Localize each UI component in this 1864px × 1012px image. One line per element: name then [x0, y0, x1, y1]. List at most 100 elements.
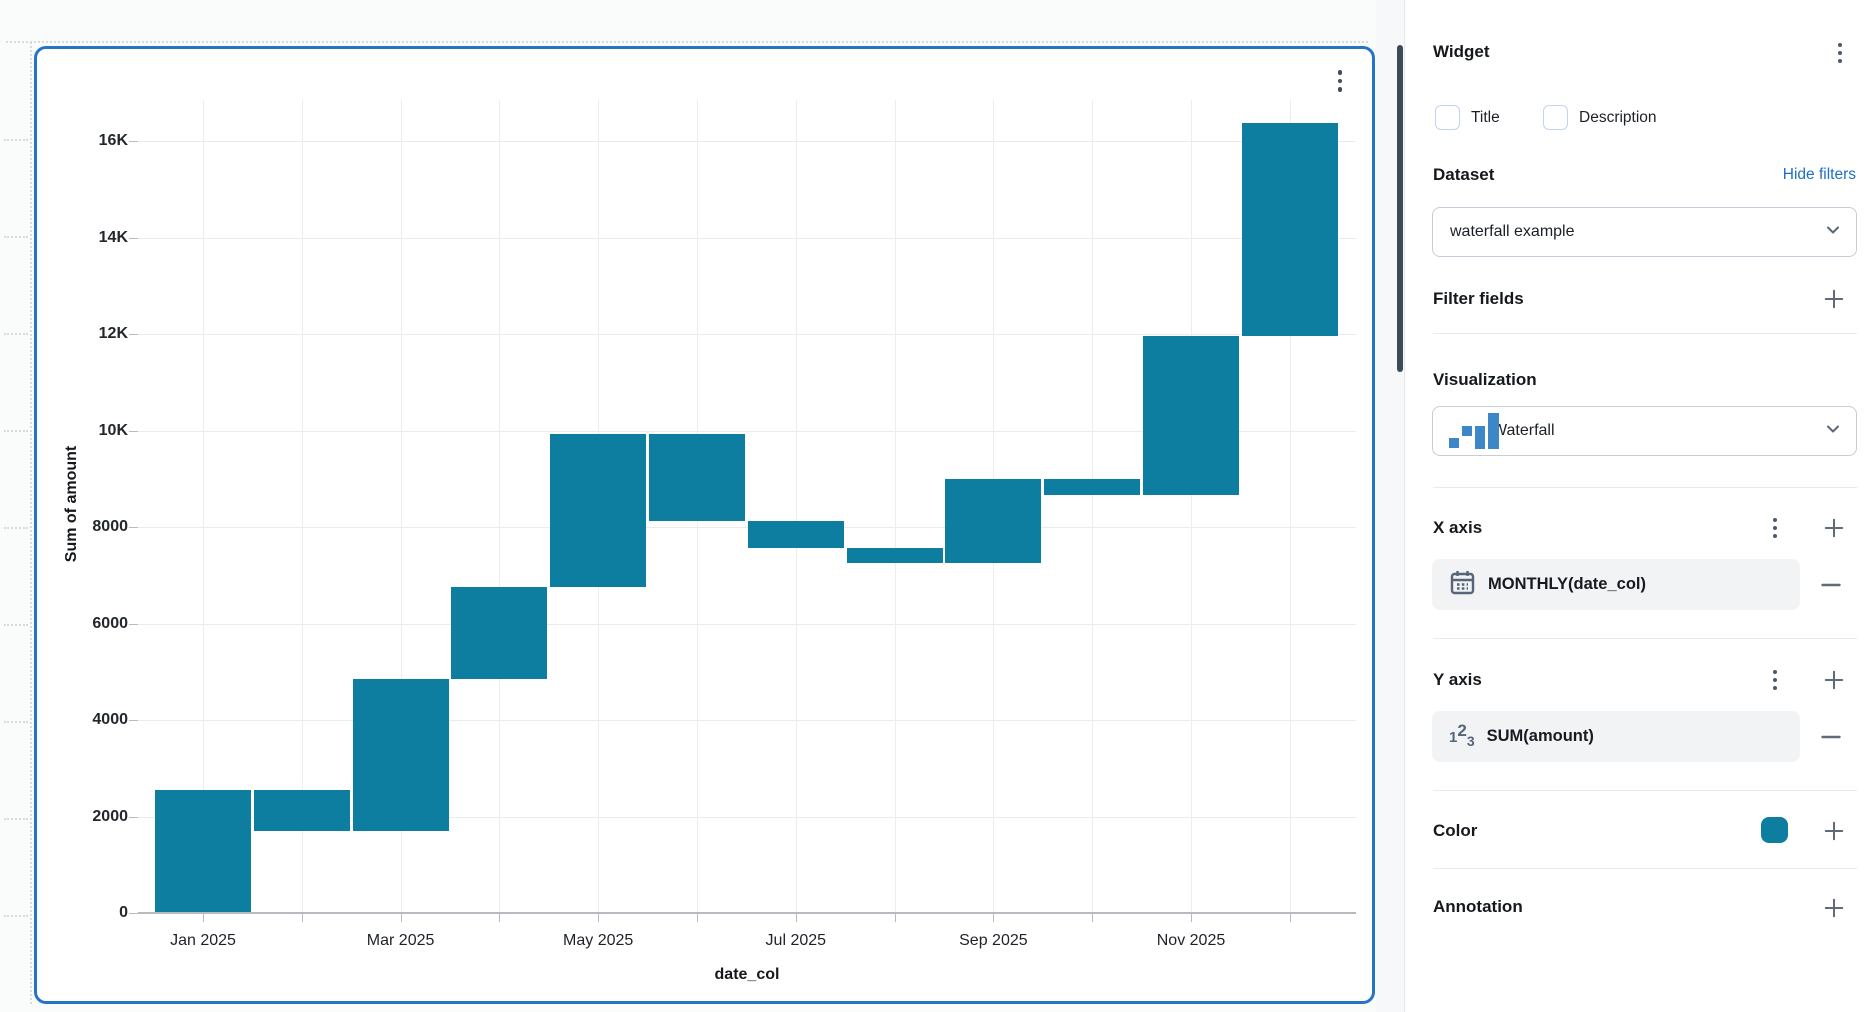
visualization-select[interactable]: Waterfall	[1432, 406, 1857, 456]
y-tick-label: 16K	[98, 132, 128, 150]
y-tick-label: 2000	[92, 807, 128, 825]
waterfall-bar[interactable]	[846, 548, 943, 564]
widget-config-panel: Widget Title Description Dataset Hide fi…	[1406, 0, 1864, 1012]
x-axis-field-name: MONTHLY(date_col)	[1488, 575, 1646, 593]
waterfall-bar[interactable]	[550, 434, 647, 588]
color-swatch[interactable]	[1761, 817, 1788, 843]
y-tick-mark	[129, 334, 138, 336]
x-axis-line	[138, 912, 1356, 914]
y-tick-label: 14K	[98, 228, 128, 246]
canvas-grid-dots	[4, 236, 28, 238]
x-tick-mark	[697, 913, 698, 922]
add-x-axis-field-button[interactable]	[1823, 517, 1845, 539]
waterfall-bar[interactable]	[747, 520, 844, 549]
waterfall-bar[interactable]	[155, 790, 251, 913]
canvas-grid-dots	[4, 721, 28, 723]
waterfall-bar[interactable]	[1044, 479, 1141, 496]
y-tick-mark	[129, 913, 138, 914]
calendar-icon	[1449, 569, 1476, 601]
x-tick-mark	[400, 913, 402, 922]
y-axis-section-label: Y axis	[1433, 670, 1482, 689]
x-axis-field-chip[interactable]: MONTHLY(date_col)	[1432, 559, 1800, 610]
panel-title: Widget	[1433, 42, 1490, 61]
panel-scrollbar[interactable]	[1397, 45, 1403, 372]
add-annotation-button[interactable]	[1823, 897, 1845, 919]
waterfall-bar[interactable]	[253, 790, 350, 831]
dataset-section-label: Dataset	[1433, 165, 1495, 184]
chart-menu-kebab-icon[interactable]	[1329, 64, 1351, 98]
x-tick-mark	[993, 913, 995, 922]
x-tick-mark	[1092, 913, 1094, 922]
title-checkbox[interactable]	[1435, 105, 1460, 130]
x-tick-label: Mar 2025	[366, 932, 435, 949]
hide-filters-link[interactable]: Hide filters	[1782, 166, 1856, 183]
x-tick-label: Jul 2025	[765, 932, 827, 949]
x-tick-mark	[301, 913, 303, 922]
waterfall-bar[interactable]	[1241, 122, 1338, 336]
x-axis-section-label: X axis	[1433, 518, 1483, 537]
add-filter-field-button[interactable]	[1823, 288, 1845, 310]
y-tick-label: 6000	[92, 614, 128, 632]
y-axis-menu-kebab-icon[interactable]	[1766, 667, 1784, 693]
waterfall-chart-type-icon	[1442, 412, 1499, 450]
gridline	[203, 100, 204, 913]
x-axis-title: date_col	[714, 966, 780, 983]
y-tick-label: 0	[119, 904, 128, 921]
section-divider	[1433, 868, 1857, 869]
chart-widget-card[interactable]	[34, 46, 1375, 1004]
x-tick-mark	[203, 913, 204, 922]
section-divider	[1433, 333, 1857, 334]
gridline	[138, 623, 1356, 625]
dataset-select[interactable]: waterfall example	[1432, 207, 1857, 257]
canvas-grid-dots	[6, 41, 1368, 43]
canvas-grid-dots	[4, 430, 28, 432]
waterfall-bar[interactable]	[352, 679, 449, 831]
number-123-icon: 123	[1449, 720, 1475, 749]
x-tick-mark	[894, 913, 896, 922]
gridline	[301, 100, 303, 913]
waterfall-bar[interactable]	[1143, 335, 1239, 496]
x-tick-mark	[598, 913, 600, 922]
gridline	[1191, 100, 1192, 913]
x-tick-mark	[1289, 913, 1291, 922]
gridline	[138, 816, 1356, 818]
gridline	[1289, 100, 1291, 913]
canvas-grid-dots	[4, 139, 28, 141]
dataset-select-value: waterfall example	[1450, 223, 1575, 240]
description-checkbox[interactable]	[1543, 105, 1568, 130]
x-tick-label: May 2025	[563, 932, 634, 949]
widget-menu-kebab-icon[interactable]	[1831, 40, 1849, 66]
remove-y-axis-field-button[interactable]	[1820, 726, 1842, 748]
gridline	[1092, 100, 1094, 913]
x-axis-menu-kebab-icon[interactable]	[1766, 515, 1784, 541]
waterfall-bar[interactable]	[945, 479, 1042, 564]
visualization-section-label: Visualization	[1433, 370, 1537, 389]
y-tick-mark	[129, 720, 138, 722]
gridline	[138, 141, 1356, 143]
add-color-rule-button[interactable]	[1823, 820, 1845, 842]
x-tick-mark	[795, 913, 797, 922]
gridline	[138, 237, 1356, 239]
waterfall-bar[interactable]	[649, 434, 745, 521]
canvas-grid-dots	[4, 624, 28, 626]
gridline	[138, 527, 1356, 529]
y-tick-mark	[129, 623, 138, 625]
waterfall-bar[interactable]	[451, 587, 548, 680]
gridline	[138, 430, 1356, 432]
y-axis-field-chip[interactable]: 123 SUM(amount)	[1432, 711, 1800, 762]
canvas-grid-dots	[30, 42, 32, 1004]
x-tick-label: Sep 2025	[959, 932, 1028, 949]
x-tick-label: Jan 2025	[170, 932, 236, 949]
canvas-grid-dots	[4, 333, 28, 335]
remove-x-axis-field-button[interactable]	[1820, 574, 1842, 596]
y-tick-mark	[129, 237, 138, 239]
gridline	[499, 100, 501, 913]
section-divider	[1433, 638, 1857, 639]
y-tick-mark	[129, 430, 138, 432]
add-y-axis-field-button[interactable]	[1823, 669, 1845, 691]
x-tick-mark	[1191, 913, 1192, 922]
y-tick-label: 12K	[98, 325, 128, 343]
canvas-grid-dots	[4, 915, 28, 917]
filter-fields-section-label: Filter fields	[1433, 289, 1524, 308]
